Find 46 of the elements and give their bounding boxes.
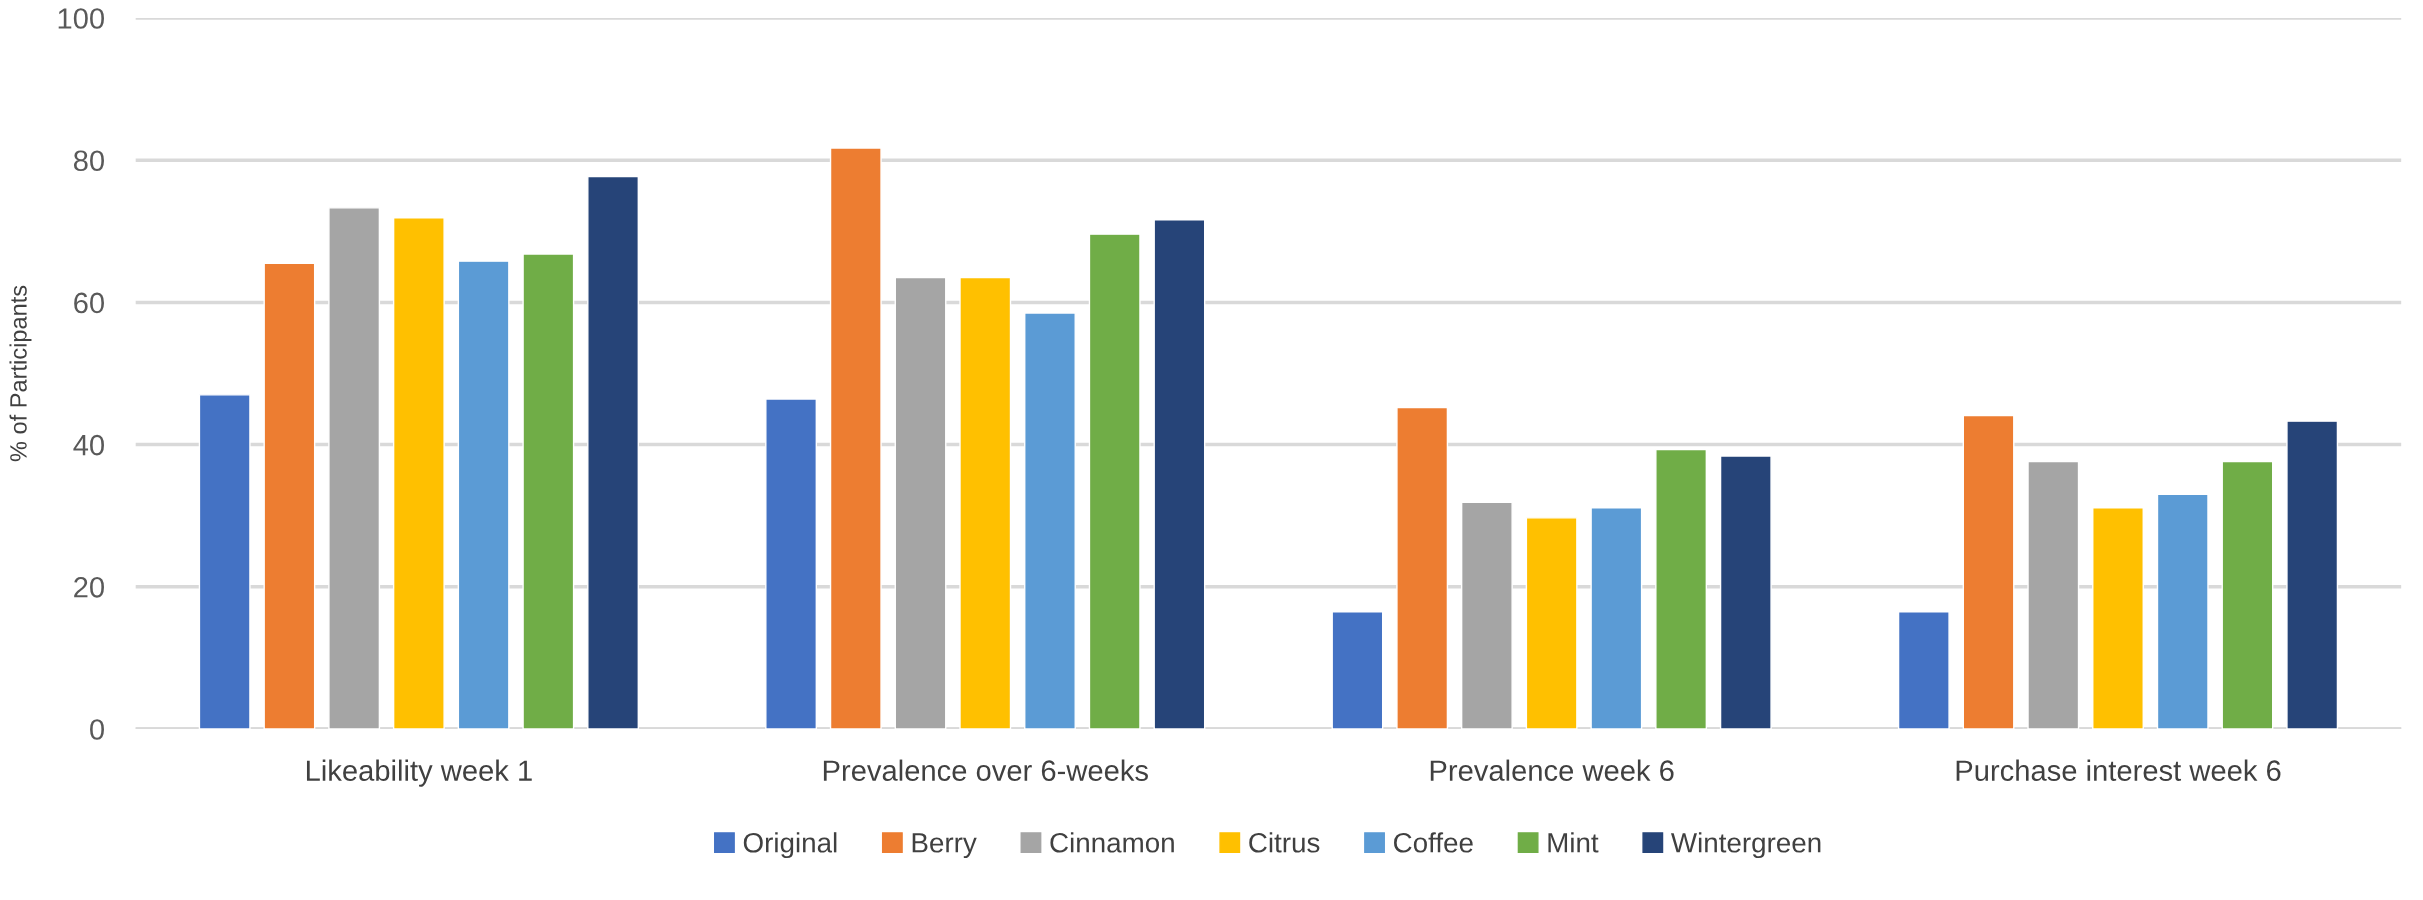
bar <box>829 147 882 729</box>
legend-label: Coffee <box>1394 832 1473 853</box>
bar <box>1396 406 1449 729</box>
bar <box>1962 414 2015 729</box>
bar <box>2286 420 2339 729</box>
y-tick-label: 100 <box>58 8 104 29</box>
bar <box>2221 460 2274 729</box>
y-tick-label: 0 <box>90 719 104 740</box>
y-tick-label: 80 <box>73 150 104 172</box>
bar <box>2156 493 2209 729</box>
bar <box>1590 507 1643 729</box>
y-tick-label: 60 <box>74 292 104 314</box>
y-axis-title: % of Participants <box>9 285 32 462</box>
bar <box>1655 448 1708 729</box>
x-tick-label: Prevalence over 6-weeks <box>823 759 1148 781</box>
y-tick-label: 20 <box>74 577 104 598</box>
legend-label: Citrus <box>1249 832 1320 853</box>
bar <box>2092 507 2144 729</box>
bar <box>328 207 381 729</box>
bar <box>1897 610 1950 729</box>
bar <box>587 175 640 729</box>
legend-label: Wintergreen <box>1670 832 1821 859</box>
bar <box>392 217 445 729</box>
bar <box>457 260 510 729</box>
bar <box>1153 219 1206 729</box>
x-tick-label: Prevalence week 6 <box>1430 759 1674 781</box>
x-tick-label: Likeability week 1 <box>306 759 532 787</box>
bar <box>1719 455 1772 729</box>
legend-label: Mint <box>1548 832 1599 853</box>
y-tick-label: 40 <box>73 434 104 456</box>
bar <box>1331 610 1384 729</box>
legend-label: Original <box>743 832 837 859</box>
bar <box>2027 460 2080 729</box>
bar <box>1024 312 1076 729</box>
bar <box>1088 233 1141 729</box>
x-tick-label: Purchase interest week 6 <box>1956 759 2281 781</box>
legend-label: Cinnamon <box>1050 832 1174 853</box>
bar <box>1460 501 1513 729</box>
bar <box>522 253 575 729</box>
bar <box>1525 517 1578 729</box>
bar <box>263 262 316 729</box>
bar <box>894 276 947 729</box>
bar <box>198 394 251 729</box>
legend-label: Berry <box>912 833 977 859</box>
bar <box>959 276 1012 729</box>
bar <box>765 398 818 729</box>
